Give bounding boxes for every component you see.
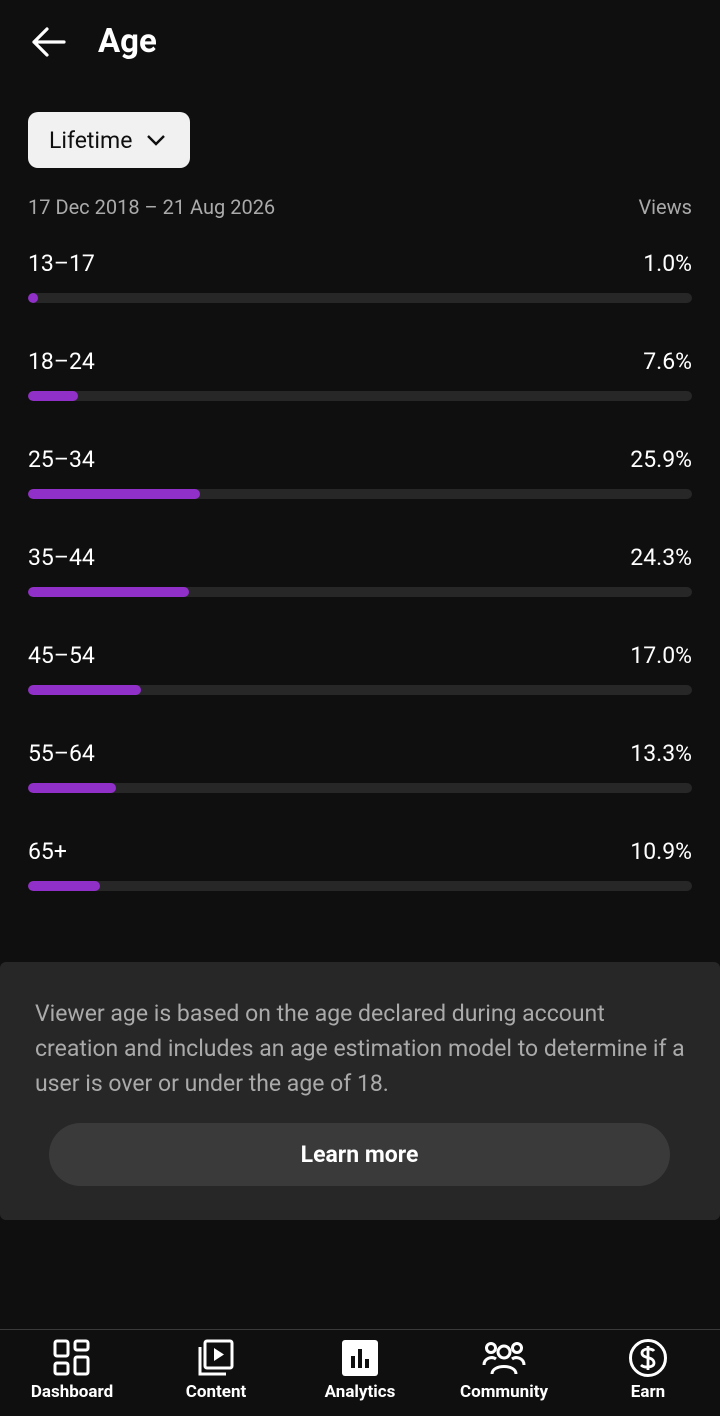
- bar-track: [28, 685, 692, 695]
- age-label: 13–17: [28, 250, 95, 277]
- age-label: 55–64: [28, 740, 95, 767]
- value-label: 13.3%: [630, 740, 692, 767]
- bar-track: [28, 587, 692, 597]
- bar: [28, 391, 79, 401]
- bar-track: [28, 391, 692, 401]
- age-label: 35–44: [28, 544, 95, 571]
- nav-label: Community: [459, 1382, 549, 1402]
- bar: [28, 685, 141, 695]
- chevron: [147, 135, 166, 146]
- value-label: 10.9%: [630, 838, 692, 865]
- nav-item[interactable]: Community: [432, 1338, 576, 1402]
- bar-track: [28, 293, 692, 303]
- bottom-nav: Dashboard Content Analytics Community Ea…: [0, 1329, 720, 1416]
- date-range: 17 Dec 2018 – 21 Aug 2026: [28, 195, 276, 219]
- nav-icon: [482, 1342, 526, 1375]
- nav-item[interactable]: Analytics: [288, 1338, 432, 1402]
- value-label: 25.9%: [630, 446, 692, 473]
- filter-dropdown[interactable]: Lifetime: [28, 112, 190, 168]
- nav-icon: [53, 1339, 90, 1376]
- learn-more-button[interactable]: Learn more: [49, 1123, 670, 1186]
- info-text: Viewer age is based on the age declared …: [35, 1000, 685, 1097]
- age-label: 45–54: [28, 642, 95, 669]
- bar-track: [28, 489, 692, 499]
- filter-label: Lifetime: [49, 126, 133, 154]
- nav-icon: [629, 1339, 667, 1377]
- nav-label: Dashboard: [30, 1382, 114, 1402]
- age-label: 25–34: [28, 446, 95, 473]
- bar: [28, 293, 38, 303]
- bar-track: [28, 881, 692, 891]
- bar: [28, 783, 117, 793]
- back-button[interactable]: [30, 26, 68, 58]
- bar: [28, 489, 200, 499]
- value-label: 7.6%: [643, 348, 692, 375]
- bar-track: [28, 783, 692, 793]
- value-label: 1.0%: [643, 250, 692, 277]
- nav-item[interactable]: Content: [144, 1338, 288, 1402]
- value-label: 24.3%: [630, 544, 692, 571]
- nav-label: Earn: [630, 1382, 666, 1402]
- bar: [28, 881, 101, 891]
- page-title: Age: [98, 22, 157, 61]
- age-label: 18–24: [28, 348, 95, 375]
- age-label: 65+: [28, 838, 67, 865]
- nav-label: Content: [185, 1382, 247, 1402]
- bar: [28, 587, 190, 597]
- nav-icon: [198, 1339, 234, 1376]
- nav-item[interactable]: Dashboard: [0, 1338, 144, 1402]
- value-label: 17.0%: [630, 642, 692, 669]
- nav-label: Analytics: [324, 1382, 396, 1402]
- nav-item[interactable]: Earn: [576, 1338, 720, 1402]
- column-label: Views: [638, 195, 692, 219]
- nav-icon: [342, 1340, 378, 1376]
